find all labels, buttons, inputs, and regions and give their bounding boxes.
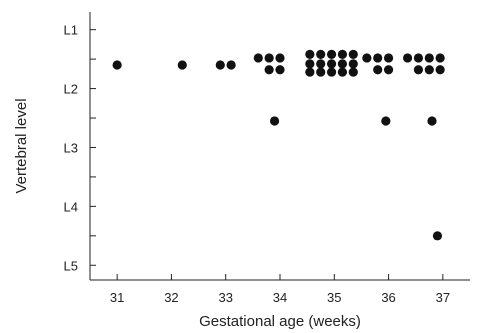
x-tick-label: 37 [436, 290, 450, 305]
x-tick-label: 31 [110, 290, 124, 305]
data-point [305, 49, 315, 60]
x-axis-ticks: 31 32 33 34 35 36 37 [110, 274, 450, 305]
data-point [413, 65, 424, 75]
data-point [326, 59, 337, 69]
y-tick-label: L5 [64, 258, 78, 273]
data-point [432, 231, 443, 241]
x-axis-title: Gestational age (weeks) [199, 313, 361, 330]
x-tick-label: 36 [381, 290, 395, 305]
data-point [402, 53, 413, 63]
data-point [316, 49, 326, 60]
data-point [373, 65, 383, 75]
data-point [383, 53, 394, 63]
data-point [337, 49, 348, 60]
data-point [177, 60, 187, 70]
data-point [348, 49, 358, 60]
y-axis-title: Vertebral level [13, 98, 30, 193]
data-point [427, 116, 437, 126]
y-tick-label: L3 [64, 140, 78, 155]
data-point [373, 53, 383, 63]
data-point [326, 67, 337, 77]
data-point [326, 49, 337, 60]
data-point [275, 65, 285, 75]
y-tick-label: L4 [64, 199, 78, 214]
data-point [435, 53, 445, 63]
data-point [413, 53, 424, 63]
data-point [362, 53, 372, 63]
y-axis-ticks: L1 L2 L3 L4 L5 [64, 23, 96, 273]
data-point [383, 65, 394, 75]
data-point [316, 59, 326, 69]
data-point [215, 60, 225, 70]
data-point [316, 67, 326, 77]
data-point [253, 53, 263, 63]
y-tick-label: L1 [64, 23, 78, 38]
data-points [112, 49, 445, 241]
x-tick-label: 32 [164, 290, 178, 305]
data-point [112, 60, 122, 70]
data-point [348, 67, 358, 77]
data-point [424, 53, 434, 63]
data-point [424, 65, 434, 75]
x-tick-label: 34 [273, 290, 287, 305]
data-point [305, 59, 315, 69]
data-point [337, 67, 348, 77]
data-point [226, 60, 236, 70]
y-tick-label: L2 [64, 82, 78, 97]
data-point [337, 59, 348, 69]
data-point [381, 116, 391, 126]
data-point [435, 65, 445, 75]
x-tick-label: 35 [327, 290, 341, 305]
x-tick-label: 33 [218, 290, 232, 305]
data-point [269, 116, 280, 126]
data-point [275, 53, 285, 63]
data-point [264, 53, 274, 63]
data-point [305, 67, 315, 77]
data-point [264, 65, 274, 75]
data-point [348, 59, 358, 69]
